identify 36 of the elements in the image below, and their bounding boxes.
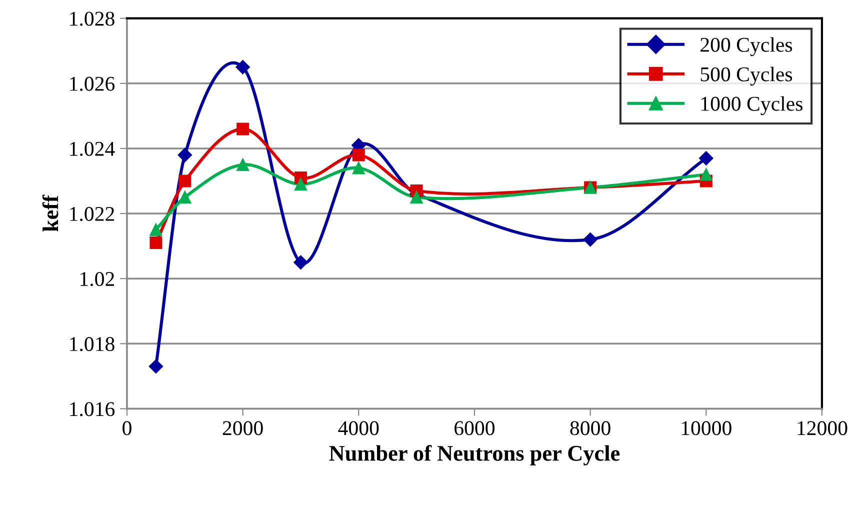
point [236, 122, 250, 136]
y-tick-label: 1.018 [70, 337, 114, 352]
point [700, 168, 712, 181]
legend-label: 500 Cycles [700, 66, 792, 86]
point [352, 148, 365, 162]
point [294, 255, 308, 270]
x-tick-label: 12000 [798, 421, 848, 436]
legend-label: 200 Cycles [700, 37, 792, 56]
legend-label: 1000 Cycles [701, 96, 802, 116]
point [178, 191, 192, 204]
y-tick-label: 1.024 [70, 142, 115, 156]
x-tick-label: 10000 [682, 421, 732, 436]
x-tick-label: 6000 [454, 421, 495, 436]
y-tick-label: 1.022 [70, 206, 114, 222]
y-axis-title: keff [42, 194, 58, 232]
point [236, 158, 250, 171]
point [583, 232, 598, 247]
point [294, 178, 307, 190]
y-tick-label: 1.028 [70, 12, 114, 26]
point [150, 224, 162, 236]
x-tick-label: 2000 [222, 421, 263, 436]
y-tick-label: 1.02 [80, 272, 114, 286]
point [352, 162, 365, 174]
x-tick-label: 8000 [570, 421, 610, 436]
x-tick-label: 0 [122, 421, 132, 436]
point [178, 148, 192, 162]
point [236, 60, 250, 74]
point [699, 151, 714, 166]
point [410, 191, 423, 204]
point [150, 236, 162, 250]
x-axis-title: Number of Neutrons per Cycle [329, 444, 620, 466]
y-tick-label: 1.026 [70, 76, 115, 91]
x-tick-label: 4000 [338, 421, 379, 436]
point [148, 359, 164, 374]
y-tick-label: 1.016 [70, 402, 115, 416]
point [178, 174, 192, 188]
